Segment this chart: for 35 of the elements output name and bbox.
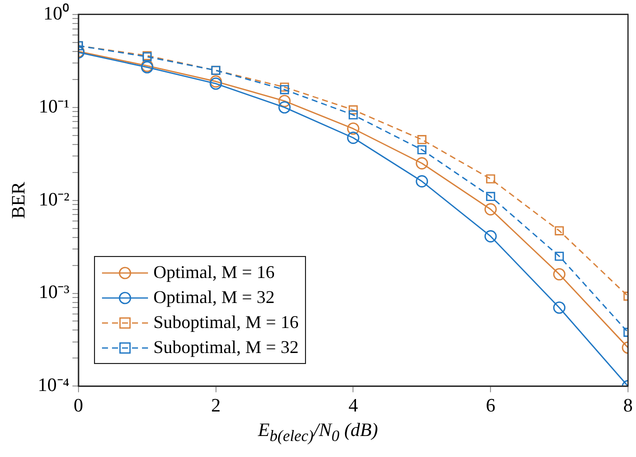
x-tick-label: 0 — [74, 396, 84, 417]
x-tick-label: 8 — [623, 396, 633, 417]
x-axis-title: E$_{b(elec)}$/N$_{0}$ (dB) — [256, 420, 379, 446]
legend-label: Optimal, M = 16 — [153, 261, 275, 284]
y-axis-title: BER — [8, 182, 30, 219]
legend-label: Optimal, M = 32 — [153, 286, 275, 310]
point — [347, 122, 360, 135]
legend-label: Suboptimal, M = 32 — [153, 336, 299, 360]
point — [553, 302, 566, 314]
point — [348, 105, 358, 114]
point — [416, 175, 428, 188]
point — [280, 85, 290, 94]
point — [278, 94, 291, 108]
point — [417, 145, 426, 154]
x-tick-label: 2 — [211, 396, 221, 417]
y-tick-label: 10⁰ — [43, 2, 70, 24]
point — [416, 157, 428, 170]
x-tick-label: 6 — [486, 396, 496, 417]
point — [347, 132, 360, 144]
y-tick-label: 10⁻⁴ — [38, 375, 70, 396]
point — [553, 268, 566, 280]
point — [486, 192, 496, 201]
y-tick-label: 10⁻¹ — [38, 96, 70, 118]
point — [486, 174, 496, 184]
x-tick-label: 4 — [348, 396, 358, 417]
point — [484, 203, 497, 216]
y-tick-label: 10⁻² — [38, 189, 70, 210]
point — [348, 110, 358, 120]
legend-label: Suboptimal, M = 16 — [153, 311, 299, 334]
point — [278, 101, 291, 114]
y-tick-label: 10⁻³ — [38, 282, 70, 304]
point — [417, 135, 426, 144]
point — [554, 252, 564, 261]
point — [554, 226, 564, 236]
point — [484, 230, 497, 242]
